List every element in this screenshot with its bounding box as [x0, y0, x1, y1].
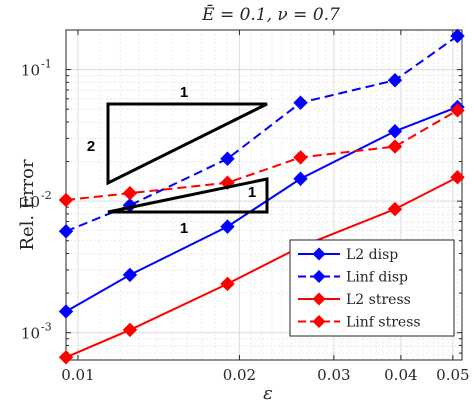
x-tick-label: 0.04	[384, 366, 417, 384]
data-point	[58, 192, 74, 208]
data-point	[293, 171, 308, 186]
data-point	[58, 224, 74, 239]
slope-triangle-order-2: 12	[87, 84, 268, 186]
data-point	[387, 201, 403, 217]
data-point	[387, 73, 403, 88]
x-tick-label: 0.02	[223, 366, 256, 384]
legend-entry: L2 stress	[298, 292, 411, 308]
y-tick-exponent: -3	[41, 321, 52, 334]
legend-marker	[312, 270, 326, 283]
data-point	[220, 276, 235, 292]
triangle-outline	[107, 177, 269, 214]
chart-title: Ē = 0.1, ν = 0.7	[201, 4, 340, 25]
x-tick-label: 0.03	[317, 366, 350, 384]
series-line	[65, 106, 458, 313]
legend-entry: Linf stress	[298, 315, 421, 331]
legend-marker	[312, 247, 326, 261]
data-point	[122, 322, 138, 338]
slope-triangle-order-1: 11	[107, 177, 269, 237]
data-point	[122, 185, 138, 201]
series-line	[65, 109, 458, 202]
series-layer	[58, 28, 465, 365]
data-point	[450, 28, 465, 44]
legend-label: Linf disp	[346, 270, 408, 286]
triangle-vertical-label: 1	[248, 184, 256, 201]
legend-entry: Linf disp	[298, 270, 408, 286]
y-tick-label: 10	[21, 62, 40, 80]
series-linf-stress	[58, 103, 465, 208]
y-tick-label: 10	[21, 325, 40, 343]
x-tick-label: 0.05	[436, 366, 469, 384]
data-point	[122, 267, 138, 283]
legend-marker	[312, 292, 326, 306]
series-line	[65, 176, 458, 359]
legend: L2 disp Linf disp L2 stress Linf stress	[289, 239, 455, 337]
x-tick-label: 0.01	[61, 366, 94, 384]
data-point	[58, 304, 74, 319]
data-point	[220, 151, 235, 166]
x-axis-label: ε	[263, 383, 273, 404]
y-axis-label: Rel. Error	[17, 159, 38, 251]
legend-label: L2 disp	[346, 247, 398, 263]
triangle-horizontal-label: 1	[180, 220, 188, 237]
y-tick-label: 10	[21, 193, 40, 211]
legend-marker	[312, 315, 326, 328]
data-point	[387, 139, 403, 154]
y-tick-exponent: -2	[41, 189, 52, 202]
data-point	[58, 350, 74, 365]
data-point	[387, 124, 403, 139]
legend-label: L2 stress	[346, 292, 411, 308]
data-point	[450, 170, 465, 185]
legend-entry: L2 disp	[298, 247, 398, 263]
triangle-vertical-label: 2	[87, 138, 95, 155]
data-point	[220, 219, 235, 234]
series-l2-stress	[58, 170, 465, 365]
data-point	[293, 95, 308, 110]
legend-label: Linf stress	[346, 315, 421, 331]
data-point	[450, 103, 465, 118]
triangle-horizontal-label: 1	[180, 84, 188, 101]
data-point	[293, 150, 308, 165]
y-tick-exponent: -1	[41, 58, 52, 71]
triangle-outline	[106, 102, 268, 186]
